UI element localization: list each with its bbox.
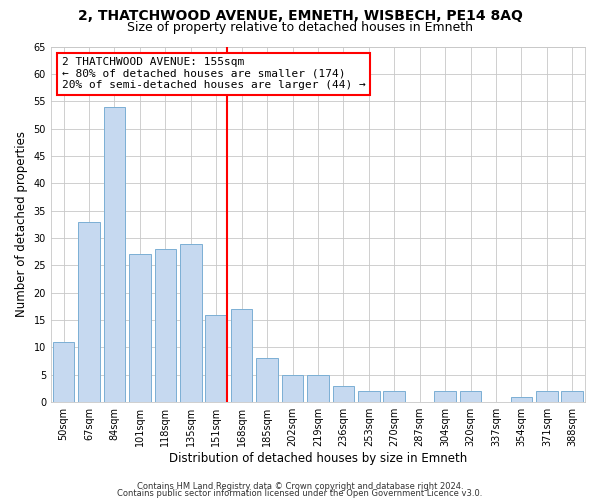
Bar bbox=[231, 309, 253, 402]
Text: Size of property relative to detached houses in Emneth: Size of property relative to detached ho… bbox=[127, 22, 473, 35]
Bar bbox=[282, 375, 304, 402]
Bar bbox=[562, 392, 583, 402]
Bar bbox=[129, 254, 151, 402]
Bar bbox=[256, 358, 278, 402]
Bar bbox=[307, 375, 329, 402]
Bar bbox=[53, 342, 74, 402]
Bar bbox=[434, 392, 456, 402]
Bar bbox=[511, 396, 532, 402]
Text: Contains public sector information licensed under the Open Government Licence v3: Contains public sector information licen… bbox=[118, 488, 482, 498]
Bar bbox=[358, 392, 380, 402]
Text: 2, THATCHWOOD AVENUE, EMNETH, WISBECH, PE14 8AQ: 2, THATCHWOOD AVENUE, EMNETH, WISBECH, P… bbox=[77, 9, 523, 23]
Text: Contains HM Land Registry data © Crown copyright and database right 2024.: Contains HM Land Registry data © Crown c… bbox=[137, 482, 463, 491]
Bar bbox=[536, 392, 557, 402]
Y-axis label: Number of detached properties: Number of detached properties bbox=[15, 132, 28, 318]
Bar bbox=[155, 249, 176, 402]
X-axis label: Distribution of detached houses by size in Emneth: Distribution of detached houses by size … bbox=[169, 452, 467, 465]
Bar bbox=[205, 314, 227, 402]
Bar bbox=[383, 392, 405, 402]
Text: 2 THATCHWOOD AVENUE: 155sqm
← 80% of detached houses are smaller (174)
20% of se: 2 THATCHWOOD AVENUE: 155sqm ← 80% of det… bbox=[62, 57, 365, 90]
Bar bbox=[460, 392, 481, 402]
Bar bbox=[78, 222, 100, 402]
Bar bbox=[332, 386, 354, 402]
Bar bbox=[180, 244, 202, 402]
Bar bbox=[104, 106, 125, 402]
